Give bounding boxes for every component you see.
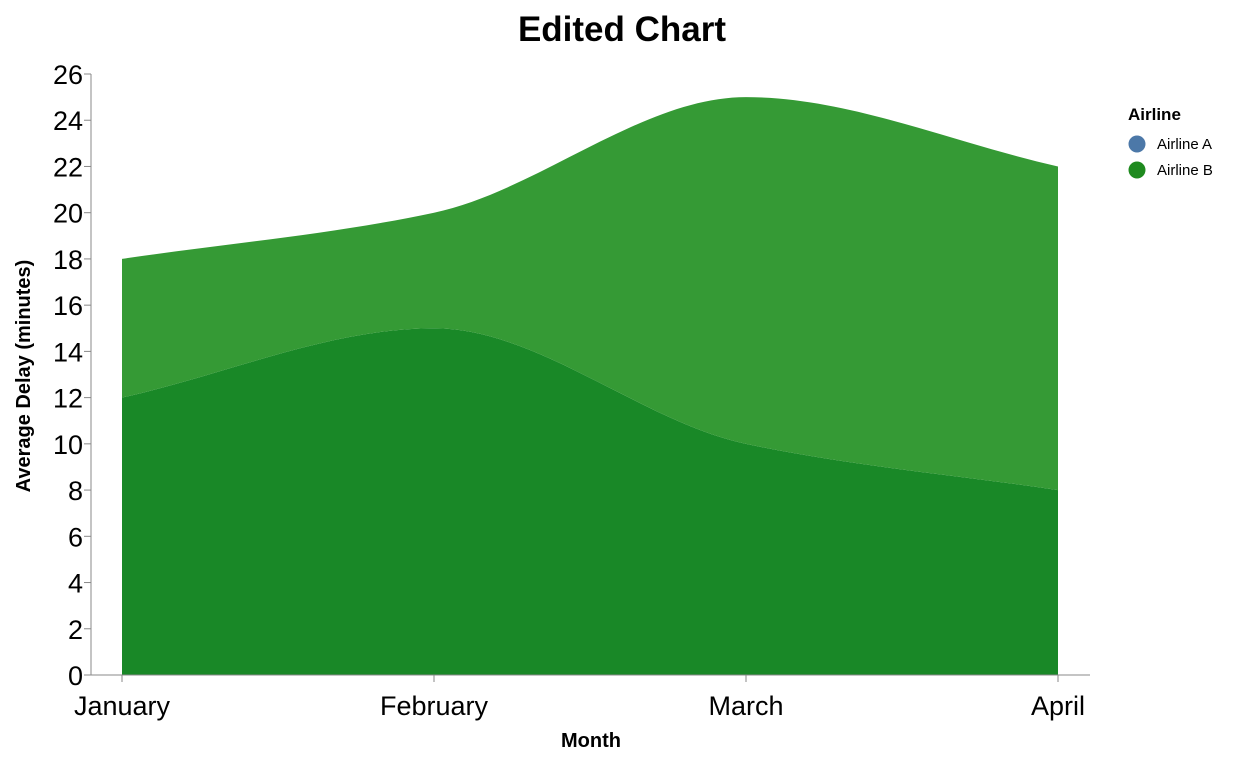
legend-label: Airline B: [1157, 162, 1213, 179]
y-tick-label: 18: [53, 245, 83, 275]
y-tick-label: 22: [53, 152, 83, 182]
y-tick-label: 0: [68, 661, 83, 691]
y-tick-label: 12: [53, 384, 83, 414]
x-tick-label: February: [380, 691, 489, 721]
area-airline-b: [122, 328, 1058, 675]
y-tick-label: 2: [68, 615, 83, 645]
y-tick-label: 26: [53, 60, 83, 90]
y-tick-label: 10: [53, 430, 83, 460]
y-tick-label: 14: [53, 337, 83, 367]
y-tick-label: 24: [53, 106, 83, 136]
y-axis-title: Average Delay (minutes): [13, 260, 35, 493]
y-tick-label: 16: [53, 291, 83, 321]
area-airline-a: [122, 97, 1058, 491]
x-tick-label: March: [708, 691, 783, 721]
legend-symbol: [1128, 161, 1146, 179]
y-tick-label: 20: [53, 199, 83, 229]
y-tick-label: 6: [68, 522, 83, 552]
x-tick-label: April: [1031, 691, 1085, 721]
x-axis-title: Month: [561, 730, 621, 752]
legend-title: Airline: [1128, 105, 1181, 124]
y-tick-label: 4: [68, 569, 83, 599]
chart-title: Edited Chart: [518, 10, 726, 49]
x-tick-label: January: [74, 691, 171, 721]
x-axis: January February March April: [74, 674, 1090, 721]
series-areas: [122, 97, 1058, 675]
y-tick-label: 8: [68, 476, 83, 506]
legend-label: Airline A: [1157, 136, 1212, 153]
legend: Airline Airline A Airline B: [1128, 105, 1213, 179]
legend-symbol: [1128, 135, 1146, 153]
